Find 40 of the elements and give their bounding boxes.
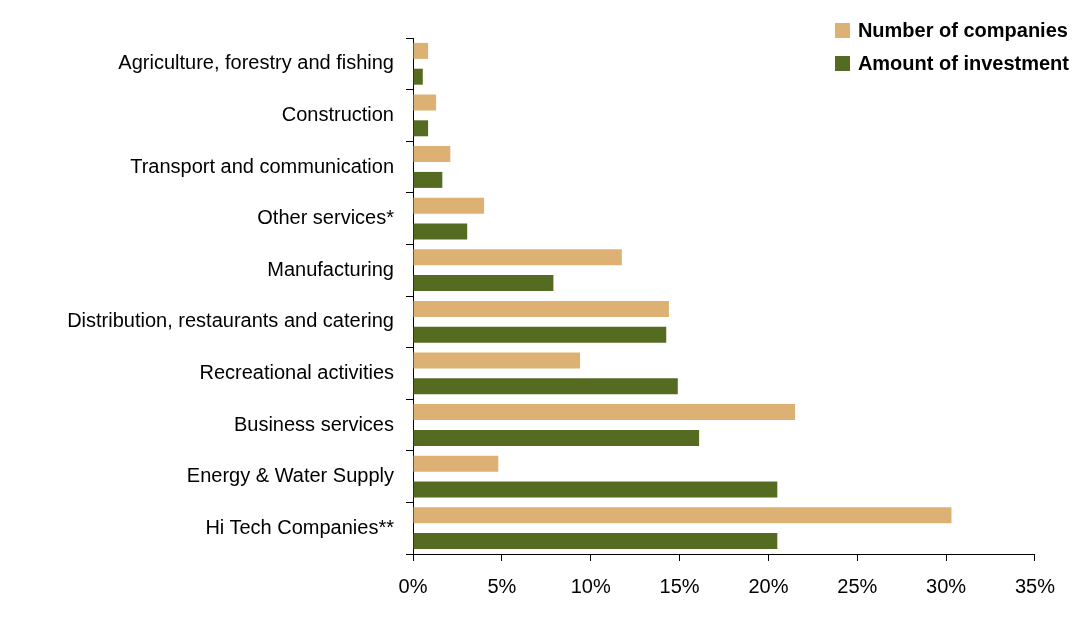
y-tick-label: Construction bbox=[281, 102, 394, 125]
x-tick-label: 0% bbox=[398, 574, 428, 597]
bar bbox=[413, 352, 581, 369]
y-tick-label: Transport and communication bbox=[130, 154, 394, 177]
bar bbox=[413, 223, 468, 240]
bar bbox=[413, 429, 700, 446]
bar bbox=[413, 404, 796, 421]
x-tick-label: 20% bbox=[748, 574, 789, 597]
bar bbox=[413, 171, 443, 188]
y-tick-label: Energy & Water Supply bbox=[186, 464, 394, 487]
bar bbox=[413, 378, 678, 395]
x-tick-label: 10% bbox=[570, 574, 611, 597]
x-tick-label: 15% bbox=[659, 574, 700, 597]
bar bbox=[413, 197, 485, 214]
bar bbox=[413, 507, 952, 524]
y-tick-label: Hi Tech Companies** bbox=[205, 515, 395, 538]
bar bbox=[413, 42, 429, 59]
bar bbox=[413, 300, 669, 317]
bar bbox=[413, 120, 429, 137]
bar bbox=[413, 249, 622, 266]
x-tick-label: 30% bbox=[926, 574, 967, 597]
y-tick-label: Business services bbox=[233, 412, 394, 435]
x-tick-label: 25% bbox=[837, 574, 878, 597]
bar bbox=[413, 533, 778, 550]
x-tick-label: 5% bbox=[487, 574, 517, 597]
legend-label: Amount of investment bbox=[857, 52, 1069, 75]
bar bbox=[413, 146, 451, 163]
y-tick-label: Recreational activities bbox=[199, 360, 394, 383]
x-tick-label: 35% bbox=[1014, 574, 1056, 597]
bar bbox=[413, 455, 499, 472]
y-tick-label: Agriculture, forestry and fishing bbox=[118, 51, 394, 74]
bar bbox=[413, 481, 778, 498]
bar bbox=[413, 68, 423, 85]
bar bbox=[413, 326, 667, 343]
bar bbox=[413, 275, 554, 292]
legend-label: Number of companies bbox=[857, 19, 1068, 42]
y-tick-label: Manufacturing bbox=[267, 257, 394, 280]
bar bbox=[413, 94, 437, 111]
y-tick-label: Distribution, restaurants and catering bbox=[67, 309, 394, 332]
y-tick-label: Other services* bbox=[257, 206, 395, 229]
